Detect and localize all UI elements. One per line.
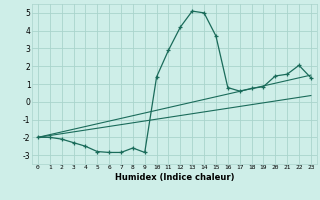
X-axis label: Humidex (Indice chaleur): Humidex (Indice chaleur) xyxy=(115,173,234,182)
